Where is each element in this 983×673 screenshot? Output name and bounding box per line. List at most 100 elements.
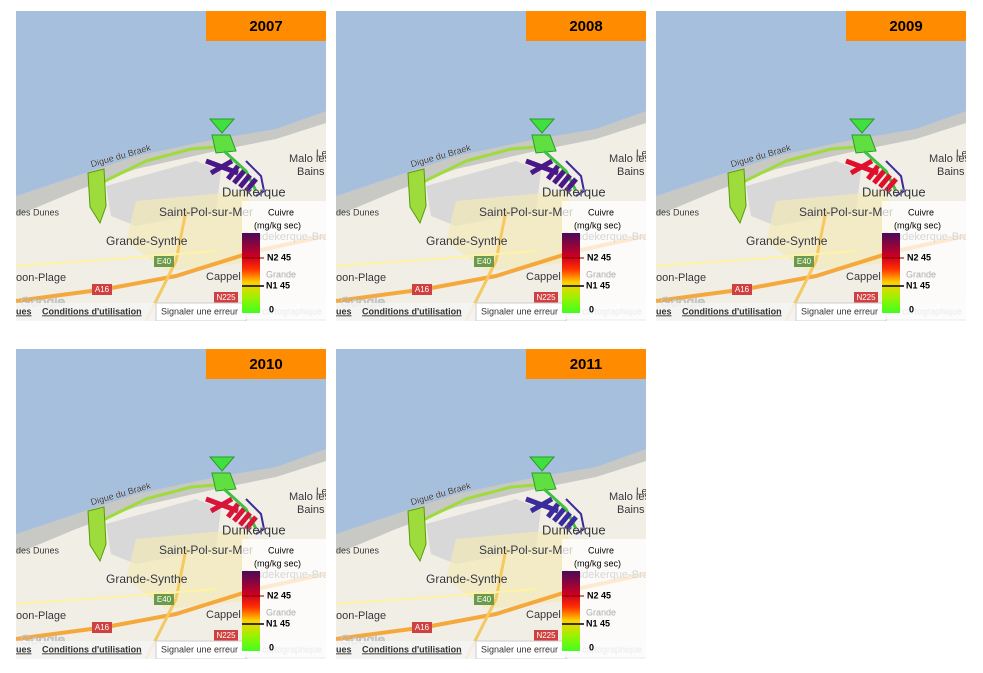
zone-basin bbox=[531, 472, 557, 492]
zone-basin bbox=[211, 472, 237, 492]
road-shield bbox=[154, 256, 174, 267]
footer-link: Conditions d'utilisation bbox=[42, 306, 142, 316]
footer-text: ues bbox=[656, 306, 672, 316]
map-label: oon-Plage bbox=[336, 610, 386, 622]
road bbox=[336, 250, 537, 267]
zone-left bbox=[87, 506, 107, 563]
road-shield bbox=[412, 622, 432, 633]
year-box bbox=[526, 11, 646, 41]
harbour-edge bbox=[885, 160, 906, 197]
town bbox=[446, 191, 586, 271]
harbour-dock bbox=[558, 173, 572, 189]
map-label: des Dunes bbox=[16, 545, 60, 555]
map-label: Saint-Pol-sur-Mer bbox=[799, 205, 893, 219]
year-label: 2008 bbox=[569, 18, 602, 35]
harbour-edge bbox=[245, 498, 266, 535]
legend-label: 0 bbox=[269, 642, 274, 652]
harbour-dock bbox=[232, 169, 246, 185]
map-label: Cappel bbox=[526, 271, 561, 283]
map-label: Dunkerque bbox=[222, 522, 286, 537]
legend-label: (mg/kg sec) bbox=[254, 558, 301, 568]
footer-text: ues bbox=[336, 644, 352, 654]
harbour-dock bbox=[226, 164, 240, 181]
town bbox=[446, 529, 586, 609]
map-label: Cappel bbox=[206, 609, 241, 621]
legend-label: Grande bbox=[266, 607, 296, 617]
map-label: Le bbox=[636, 487, 646, 498]
dyke bbox=[420, 483, 537, 523]
map-label: Dunkerque bbox=[862, 184, 926, 199]
map-label: des Dunes bbox=[336, 545, 380, 555]
map-label: E40 bbox=[477, 257, 492, 266]
legend-label: Grande bbox=[266, 269, 296, 279]
report-button: Signaler une erreur bbox=[481, 306, 558, 316]
map-label: Dunkerque bbox=[542, 522, 606, 537]
legend-bar bbox=[242, 571, 260, 651]
map-label: oon-Plage bbox=[336, 272, 386, 284]
map-label: Grande-Synthe bbox=[106, 572, 188, 586]
legend-label: (mg/kg sec) bbox=[254, 220, 301, 230]
year-box bbox=[206, 11, 326, 41]
year-label: 2009 bbox=[889, 18, 922, 35]
map-label: N225 bbox=[536, 631, 556, 640]
map-label: Le bbox=[956, 149, 966, 160]
road bbox=[144, 548, 188, 659]
road-shield bbox=[534, 630, 558, 641]
harbour-dock bbox=[564, 515, 578, 531]
legend-label: Cuivre bbox=[268, 545, 294, 555]
legend-bar bbox=[562, 571, 580, 651]
map-label: Le bbox=[316, 149, 326, 160]
map-label: Saint-Pol-sur-Mer bbox=[159, 205, 253, 219]
map-label: Dunkerque bbox=[542, 184, 606, 199]
harbour-dock bbox=[529, 158, 554, 176]
year-label: 2011 bbox=[570, 356, 603, 373]
harbour-dock bbox=[244, 515, 258, 531]
map-label: Malo les bbox=[609, 153, 646, 165]
map-label: A16 bbox=[735, 285, 750, 294]
legend-bar bbox=[242, 233, 260, 313]
map-label: Malo les bbox=[609, 491, 646, 503]
harbour-edge bbox=[565, 160, 586, 197]
road bbox=[336, 588, 537, 605]
harbour-dock bbox=[238, 511, 252, 527]
legend-label: 0 bbox=[269, 304, 274, 314]
harbour-dock bbox=[209, 158, 234, 176]
legend-label: N2 45 bbox=[267, 590, 291, 600]
road-shield bbox=[154, 594, 174, 605]
dyke bbox=[420, 145, 537, 185]
map-label: Bains bbox=[617, 504, 645, 516]
map-panel: Digue du Braek Malo lesBainsLeDunkerquede… bbox=[336, 11, 646, 321]
legend-bar bbox=[562, 233, 580, 313]
zone-top bbox=[208, 118, 236, 134]
road-shield bbox=[474, 594, 494, 605]
zone-basin bbox=[211, 134, 237, 154]
map-label: A16 bbox=[415, 285, 430, 294]
harbour-dock bbox=[849, 158, 874, 176]
map-label: Malo les bbox=[289, 491, 326, 503]
dyke bbox=[100, 145, 217, 185]
legend-label: (mg/kg sec) bbox=[574, 220, 621, 230]
road-shield bbox=[732, 284, 752, 295]
road-shield bbox=[92, 622, 112, 633]
legend-label: Cuivre bbox=[268, 207, 294, 217]
map-panel: Digue du Braek Malo lesBainsLeDunkerquede… bbox=[336, 349, 646, 659]
harbour-dock bbox=[226, 502, 240, 519]
map-label: Saint-Pol-sur-Mer bbox=[479, 543, 573, 557]
zone-left bbox=[727, 168, 747, 225]
legend-label: (mg/kg sec) bbox=[894, 220, 941, 230]
map-label: oon-Plage bbox=[16, 272, 66, 284]
legend-label: Cuivre bbox=[588, 207, 614, 217]
map-label: Le bbox=[636, 149, 646, 160]
harbour-dock bbox=[244, 177, 258, 193]
map-label: E40 bbox=[477, 595, 492, 604]
harbour-dock bbox=[872, 169, 886, 185]
harbour-dock bbox=[552, 169, 566, 185]
map-label: Saint-Pol-sur-Mer bbox=[479, 205, 573, 219]
harbour-dock bbox=[238, 173, 252, 189]
road-shield bbox=[214, 630, 238, 641]
map-label: N225 bbox=[216, 293, 236, 302]
legend-label: N1 45 bbox=[906, 280, 930, 290]
harbour-dock bbox=[529, 496, 554, 514]
zone-top bbox=[528, 118, 556, 134]
